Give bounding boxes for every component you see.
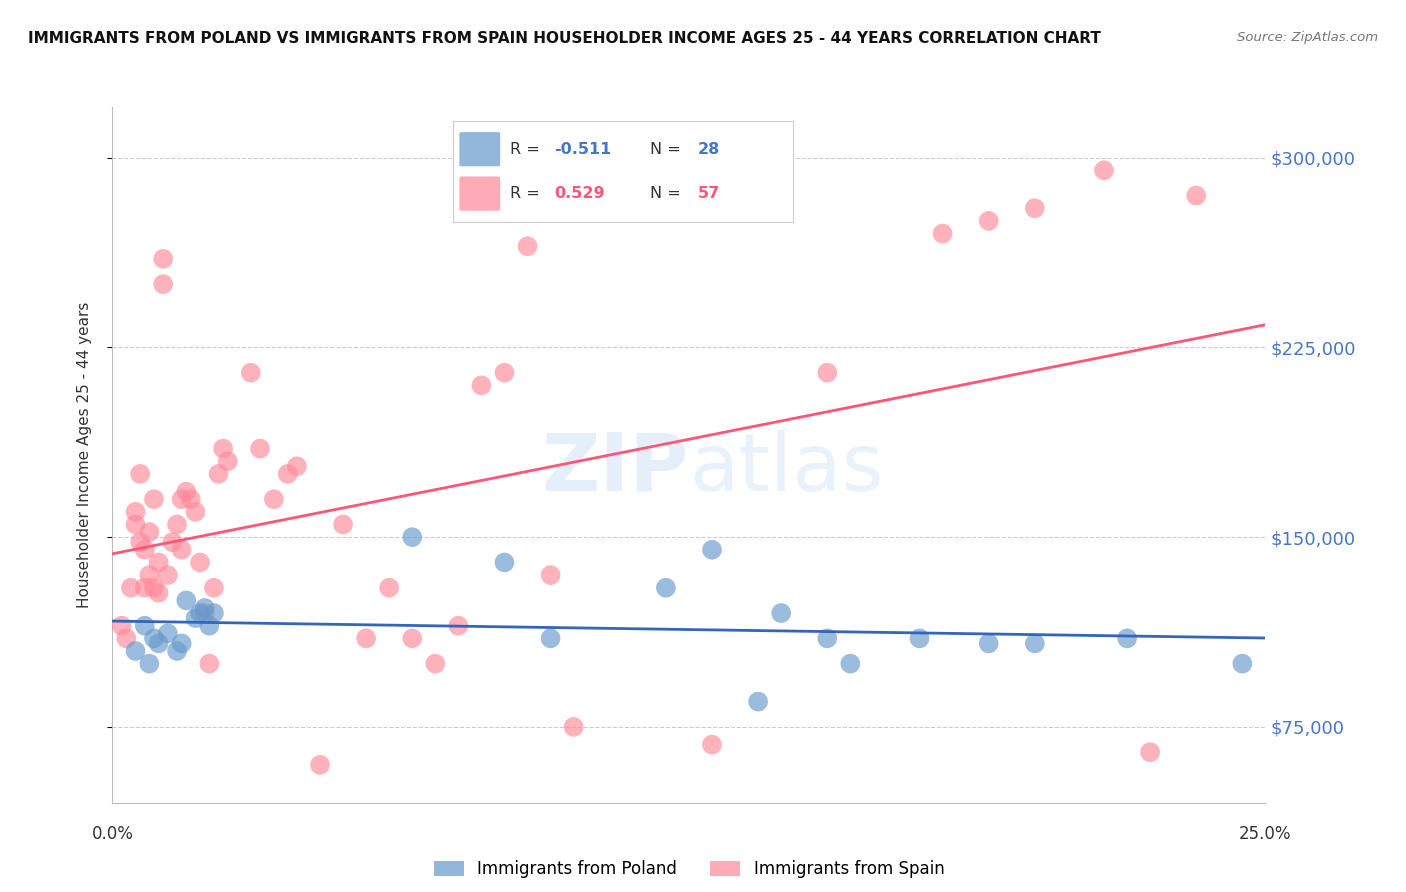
Point xyxy=(115,632,138,646)
Point xyxy=(815,632,838,646)
Point xyxy=(188,556,211,570)
Point xyxy=(494,366,516,380)
Point xyxy=(977,636,1000,650)
Point xyxy=(124,517,146,532)
Point xyxy=(152,252,174,266)
Point xyxy=(120,581,142,595)
Point xyxy=(1024,636,1046,650)
Point xyxy=(143,492,166,507)
Point xyxy=(1232,657,1254,671)
Point xyxy=(170,492,193,507)
Point xyxy=(1116,632,1139,646)
Text: Source: ZipAtlas.com: Source: ZipAtlas.com xyxy=(1237,31,1378,45)
Point xyxy=(170,542,193,557)
Point xyxy=(134,542,156,557)
Point xyxy=(162,535,184,549)
Point xyxy=(217,454,239,468)
Point xyxy=(174,484,197,499)
Point xyxy=(134,618,156,632)
Point xyxy=(977,214,1000,228)
Point xyxy=(447,618,470,632)
Point xyxy=(198,657,221,671)
Point xyxy=(263,492,285,507)
Text: 0.0%: 0.0% xyxy=(91,825,134,843)
Point xyxy=(770,606,793,620)
Point xyxy=(148,556,170,570)
Point xyxy=(401,530,423,544)
Point xyxy=(180,492,202,507)
Point xyxy=(239,366,262,380)
Point xyxy=(332,517,354,532)
Point xyxy=(700,738,723,752)
Point xyxy=(143,632,166,646)
Point xyxy=(540,632,562,646)
Point xyxy=(188,606,211,620)
Y-axis label: Householder Income Ages 25 - 44 years: Householder Income Ages 25 - 44 years xyxy=(77,301,91,608)
Point xyxy=(184,505,207,519)
Point xyxy=(470,378,492,392)
Point xyxy=(1185,188,1208,202)
Point xyxy=(138,568,160,582)
Point xyxy=(129,535,152,549)
Point xyxy=(138,525,160,540)
Point xyxy=(148,586,170,600)
Point xyxy=(1024,201,1046,215)
Point xyxy=(166,517,188,532)
Point xyxy=(124,505,146,519)
Point xyxy=(285,459,308,474)
Point xyxy=(655,581,678,595)
Point xyxy=(562,720,585,734)
Point xyxy=(309,757,332,772)
Point xyxy=(1139,745,1161,759)
Point xyxy=(516,239,538,253)
Point xyxy=(277,467,299,481)
Text: atlas: atlas xyxy=(689,430,883,508)
Point xyxy=(207,467,229,481)
Point xyxy=(156,568,179,582)
Point xyxy=(194,601,217,615)
Point xyxy=(202,606,225,620)
Point xyxy=(166,644,188,658)
Point xyxy=(170,636,193,650)
Point xyxy=(212,442,235,456)
Point xyxy=(1092,163,1115,178)
Point xyxy=(494,556,516,570)
Point xyxy=(174,593,197,607)
Point xyxy=(908,632,931,646)
Point xyxy=(134,581,156,595)
Point xyxy=(540,568,562,582)
Text: 25.0%: 25.0% xyxy=(1239,825,1292,843)
Point xyxy=(138,657,160,671)
Point xyxy=(425,657,447,671)
Text: IMMIGRANTS FROM POLAND VS IMMIGRANTS FROM SPAIN HOUSEHOLDER INCOME AGES 25 - 44 : IMMIGRANTS FROM POLAND VS IMMIGRANTS FRO… xyxy=(28,31,1101,46)
Point xyxy=(249,442,271,456)
Point xyxy=(129,467,152,481)
Point xyxy=(202,581,225,595)
Point xyxy=(700,542,723,557)
Point xyxy=(931,227,953,241)
Point xyxy=(194,606,217,620)
Point xyxy=(815,366,838,380)
Point xyxy=(124,644,146,658)
Point xyxy=(148,636,170,650)
Point xyxy=(152,277,174,292)
Point xyxy=(111,618,134,632)
Point xyxy=(143,581,166,595)
Point xyxy=(378,581,401,595)
Point xyxy=(198,618,221,632)
Text: ZIP: ZIP xyxy=(541,430,689,508)
Point xyxy=(156,626,179,640)
Point xyxy=(184,611,207,625)
Point xyxy=(747,695,769,709)
Point xyxy=(401,632,423,646)
Legend: Immigrants from Poland, Immigrants from Spain: Immigrants from Poland, Immigrants from … xyxy=(427,854,950,885)
Point xyxy=(839,657,862,671)
Point xyxy=(354,632,377,646)
